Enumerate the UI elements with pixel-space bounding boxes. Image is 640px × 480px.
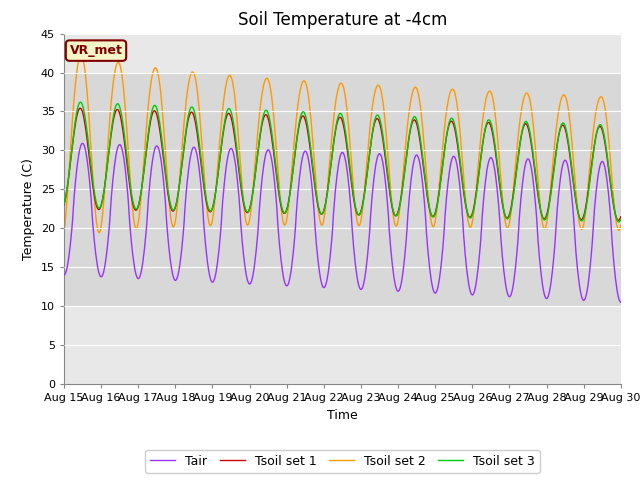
X-axis label: Time: Time: [327, 408, 358, 421]
Tsoil set 2: [95, 230, 102, 236]
Tsoil set 2: [70, 96, 78, 101]
Tsoil set 3: [614, 219, 622, 225]
Line: Tair: Tair: [64, 143, 621, 302]
Tsoil set 2: [617, 222, 625, 228]
Tsoil set 3: [76, 99, 84, 105]
Tair: [617, 300, 625, 305]
Tsoil set 3: [128, 194, 136, 200]
Tsoil set 1: [614, 217, 622, 223]
Tair: [60, 272, 68, 278]
Tsoil set 3: [428, 211, 435, 217]
Tsoil set 2: [186, 76, 193, 82]
Tair: [428, 276, 435, 282]
Tair: [79, 140, 86, 146]
Tsoil set 3: [60, 201, 68, 207]
Text: VR_met: VR_met: [70, 44, 122, 57]
Tsoil set 3: [411, 114, 419, 120]
Tsoil set 1: [70, 130, 78, 136]
Tsoil set 2: [412, 84, 419, 90]
Tsoil set 3: [70, 127, 78, 133]
Tair: [70, 194, 78, 200]
Tsoil set 1: [617, 214, 625, 220]
Legend: Tair, Tsoil set 1, Tsoil set 2, Tsoil set 3: Tair, Tsoil set 1, Tsoil set 2, Tsoil se…: [145, 450, 540, 473]
Tsoil set 1: [76, 105, 84, 111]
Line: Tsoil set 2: Tsoil set 2: [64, 55, 621, 233]
Tsoil set 1: [411, 117, 419, 123]
Tsoil set 1: [128, 198, 136, 204]
Y-axis label: Temperature (C): Temperature (C): [22, 158, 35, 260]
Tair: [411, 155, 419, 160]
Tsoil set 2: [428, 222, 436, 228]
Line: Tsoil set 1: Tsoil set 1: [64, 108, 621, 220]
Tsoil set 1: [60, 202, 68, 208]
Tair: [214, 255, 222, 261]
Line: Tsoil set 3: Tsoil set 3: [64, 102, 621, 222]
Tsoil set 2: [77, 52, 85, 58]
Tsoil set 2: [129, 210, 137, 216]
Bar: [64, 72, 621, 306]
Tair: [185, 166, 193, 171]
Tair: [128, 247, 136, 252]
Title: Soil Temperature at -4cm: Soil Temperature at -4cm: [237, 11, 447, 29]
Tsoil set 1: [185, 115, 193, 120]
Tsoil set 3: [185, 111, 193, 117]
Tsoil set 1: [214, 170, 222, 176]
Tsoil set 3: [214, 170, 222, 176]
Tsoil set 3: [617, 216, 625, 222]
Tsoil set 1: [428, 212, 435, 217]
Tsoil set 2: [60, 229, 68, 235]
Tsoil set 2: [215, 149, 223, 155]
